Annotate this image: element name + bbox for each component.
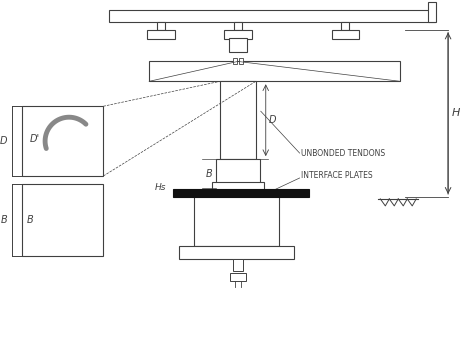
Bar <box>229 39 247 52</box>
Text: UNBONDED TENDONS: UNBONDED TENDONS <box>301 148 385 158</box>
Bar <box>224 29 252 40</box>
Bar <box>212 182 264 190</box>
Bar <box>149 61 400 81</box>
Bar <box>194 196 279 246</box>
Bar <box>234 21 242 29</box>
Bar <box>239 58 243 64</box>
Bar <box>109 9 435 21</box>
Bar <box>179 246 294 259</box>
Text: B: B <box>206 168 213 179</box>
Bar <box>230 273 246 280</box>
Text: INTERFACE PLATES: INTERFACE PLATES <box>301 172 372 180</box>
Bar <box>216 159 260 188</box>
Bar <box>233 58 237 64</box>
Bar <box>428 2 436 21</box>
Bar <box>22 106 103 176</box>
Bar <box>157 21 165 29</box>
Bar <box>233 259 243 271</box>
Text: Hs: Hs <box>155 183 166 192</box>
Text: B: B <box>1 215 8 225</box>
Text: D: D <box>269 115 276 125</box>
Text: B: B <box>27 215 33 225</box>
Bar <box>22 184 103 256</box>
Bar <box>220 81 256 159</box>
Bar <box>147 29 175 40</box>
Bar <box>331 29 359 40</box>
Text: D: D <box>0 136 8 146</box>
Bar <box>341 21 349 29</box>
Text: D': D' <box>29 134 40 144</box>
Bar <box>173 189 309 197</box>
Text: H: H <box>452 108 460 118</box>
